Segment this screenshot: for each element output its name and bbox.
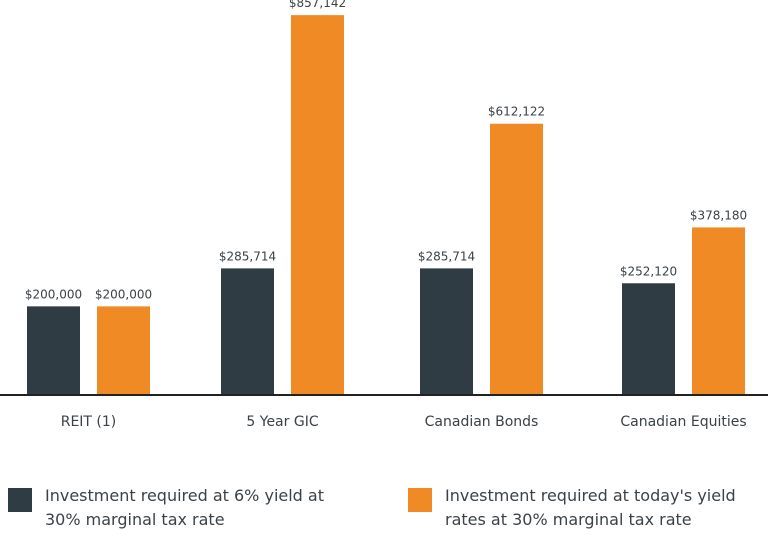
bar-5-year-gic-series-2 xyxy=(291,15,344,396)
bar-chart: $200,000 $200,000 REIT (1) $285,714 $857,142… xyxy=(0,0,768,430)
legend-item-todays-yield: Investment required at today's yield rat… xyxy=(408,484,755,532)
data-label-canadian-bonds-series-2: $612,122 xyxy=(488,105,545,119)
legend-label-todays-yield: Investment required at today's yield rat… xyxy=(445,486,736,529)
bar-canadian-equities-series-2 xyxy=(692,227,745,395)
bar-reit-1-series-1 xyxy=(27,306,80,395)
legend-swatch-orange xyxy=(408,488,432,512)
data-label-canadian-equities-series-2: $378,180 xyxy=(690,208,747,222)
bar-5-year-gic-series-1 xyxy=(221,268,274,395)
legend-item-6pct: Investment required at 6% yield at 30% m… xyxy=(8,484,355,532)
bar-canadian-bonds-series-1 xyxy=(420,268,473,395)
category-label-1: 5 Year GIC xyxy=(246,414,318,430)
legend-swatch-dark xyxy=(8,488,32,512)
category-label-2: Canadian Bonds xyxy=(425,414,539,430)
data-label-canadian-equities-series-1: $252,120 xyxy=(620,264,677,278)
bar-canadian-equities-series-1 xyxy=(622,283,675,395)
legend-label-6pct: Investment required at 6% yield at 30% m… xyxy=(45,486,324,529)
data-label-canadian-bonds-series-1: $285,714 xyxy=(418,249,475,263)
bar-reit-1-series-2 xyxy=(97,306,150,395)
category-label-3: Canadian Equities xyxy=(620,414,746,430)
data-label-5-year-gic-series-2: $857,142 xyxy=(289,0,346,10)
bar-canadian-bonds-series-2 xyxy=(490,123,543,395)
category-label-0: REIT (1) xyxy=(61,414,117,430)
data-label-reit-1-series-2: $200,000 xyxy=(95,287,152,301)
data-label-5-year-gic-series-1: $285,714 xyxy=(219,249,276,263)
data-label-reit-1-series-1: $200,000 xyxy=(25,287,82,301)
